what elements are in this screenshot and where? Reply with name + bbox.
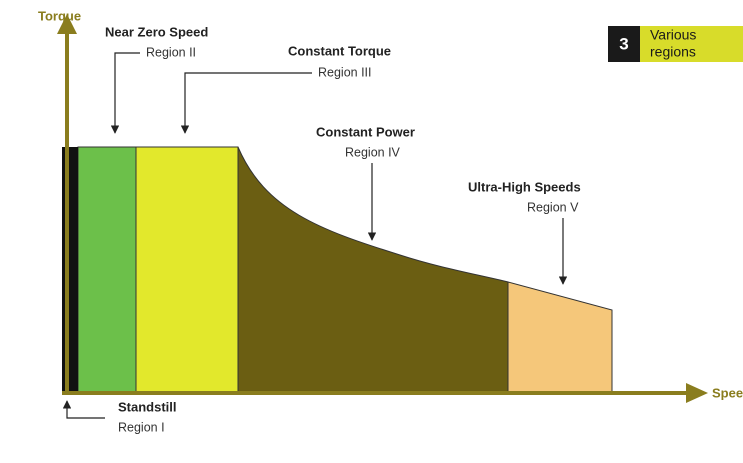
region-title: Near Zero Speed [105,24,208,39]
region-label: Region III [318,65,372,79]
leader [62,400,105,419]
region-title: Ultra-High Speeds [468,179,581,194]
y-axis-arrow [57,14,77,34]
region-iv-area [237,146,509,394]
badge-number: 3 [619,34,628,53]
region-iii-area [135,146,239,394]
region-v-area [507,281,613,394]
badge-text: Various [650,27,696,43]
badge-number-box [608,26,640,62]
leader [110,52,140,134]
badge-box [640,26,743,62]
region-label: Region I [118,420,165,434]
region-ii-area [77,146,137,394]
region-title: Standstill [118,399,177,414]
y-axis-label: Torque [38,8,81,23]
region-label: Region II [146,45,196,59]
badge-text: regions [650,44,696,60]
leader [180,72,312,134]
x-axis-arrow [686,383,708,403]
region-title: Constant Torque [288,43,391,58]
region-title: Constant Power [316,124,415,139]
region-i-area [62,147,78,393]
region-label: Region V [527,200,579,214]
x-axis-label: Speed [712,385,743,400]
region-label: Region IV [345,145,401,159]
